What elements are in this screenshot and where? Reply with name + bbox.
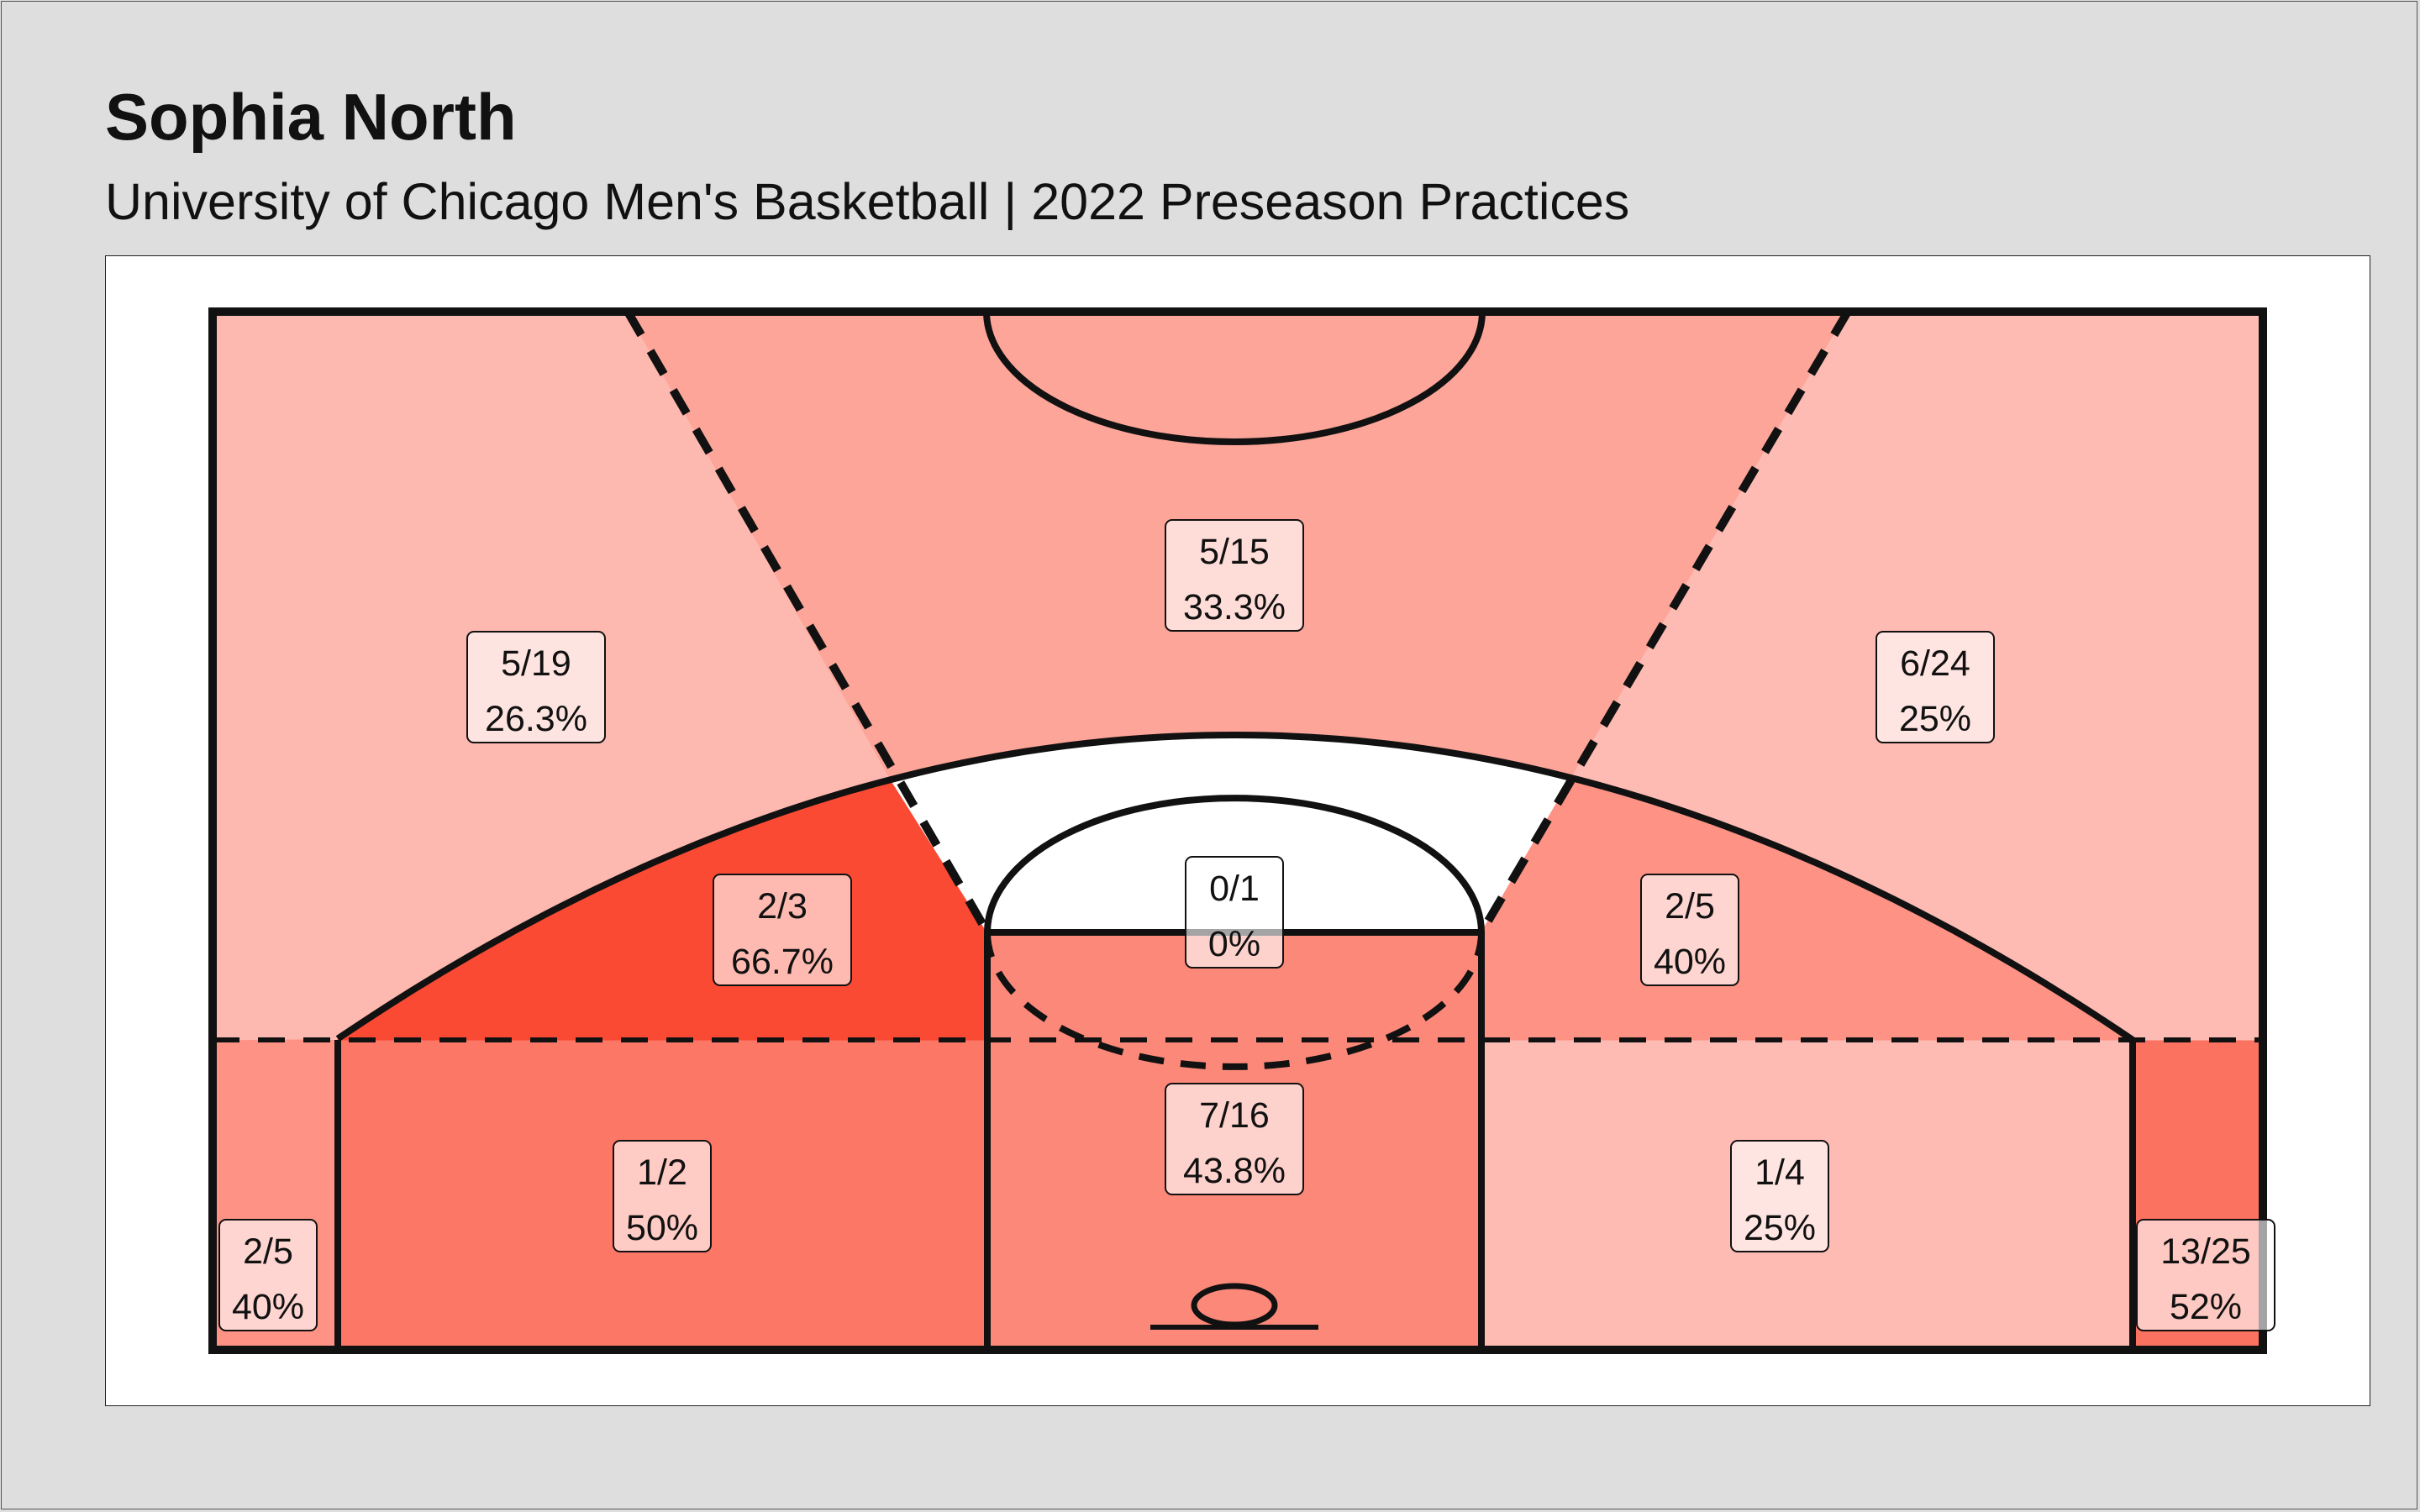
chart-subtitle: University of Chicago Men's Basketball |…: [105, 173, 1630, 230]
zone-label-left-wing-midrange: 2/3 66.7%: [713, 874, 852, 986]
zone-label-fraction: 2/3: [757, 886, 808, 927]
zone-label-right-baseline-midrange: 1/425%: [1730, 1140, 1829, 1252]
zone-label-box: [218, 1219, 318, 1331]
zone-label-top-three: 5/15 33.3%: [1165, 519, 1304, 632]
zone-label-fraction: 6/24: [1900, 643, 1970, 684]
zone-label-fraction: 7/16: [1199, 1095, 1270, 1136]
zone-label-box: [2136, 1219, 2275, 1331]
zone-label-percent: 33.3%: [1183, 587, 1286, 627]
free-throw-circle-bottom: [984, 932, 1485, 1070]
zone-label-box: [1730, 1140, 1829, 1252]
zone-label-percent: 26.3%: [485, 699, 587, 739]
center-circle: [983, 311, 1486, 445]
zone-label-percent: 0%: [1208, 924, 1260, 964]
zone-label-top-key-midrange: 0/10%: [1185, 856, 1284, 969]
zone-label-box: [1876, 631, 1995, 743]
zone-label-fraction: 0/1: [1209, 869, 1260, 909]
zone-label-box: [466, 631, 606, 743]
zone-label-right-wing-midrange: 2/540%: [1640, 874, 1739, 986]
zone-label-left-baseline-midrange: 1/250%: [613, 1140, 712, 1252]
three-point-arc: [335, 731, 2135, 1043]
zone-label-fraction: 13/25: [2160, 1231, 2251, 1272]
zone-label-paint: 7/16 43.8%: [1165, 1083, 1304, 1195]
zone-label-fraction: 5/15: [1199, 532, 1270, 572]
zone-label-box: [1640, 874, 1739, 986]
zone-label-fraction: 5/19: [501, 643, 571, 684]
zone-label-percent: 25%: [1744, 1208, 1816, 1248]
zone-label-right-corner-three: 13/25 52%: [2136, 1219, 2275, 1331]
zone-label-fraction: 2/5: [243, 1231, 293, 1272]
zone-label-percent: 50%: [626, 1208, 698, 1248]
chart-title: Sophia North: [105, 80, 517, 154]
zone-label-right-wing-three: 6/24 25%: [1876, 631, 1995, 743]
zone-label-percent: 25%: [1899, 699, 1971, 739]
zone-label-fraction: 2/5: [1665, 886, 1715, 927]
left-wedge-line: [623, 309, 992, 935]
zone-label-percent: 40%: [232, 1287, 304, 1327]
zone-label-fraction: 1/4: [1754, 1152, 1805, 1193]
right-wedge-line: [1477, 309, 1852, 935]
free-throw-circle-top: [984, 795, 1485, 933]
zone-label-box: [713, 874, 852, 986]
zone-label-box: [1165, 1083, 1304, 1195]
zone-label-percent: 43.8%: [1183, 1151, 1286, 1191]
zone-label-left-corner-three: 2/540%: [218, 1219, 318, 1331]
zone-label-left-wing-three: 5/19 26.3%: [466, 631, 606, 743]
zone-label-percent: 40%: [1654, 942, 1726, 982]
court-boundary: [208, 307, 2267, 1354]
zone-label-box: [1165, 519, 1304, 632]
zone-label-percent: 52%: [2170, 1287, 2242, 1327]
zone-label-box: [1185, 856, 1284, 969]
zone-label-fraction: 1/2: [637, 1152, 687, 1193]
zone-label-percent: 66.7%: [731, 942, 834, 982]
zone-label-box: [613, 1140, 712, 1252]
